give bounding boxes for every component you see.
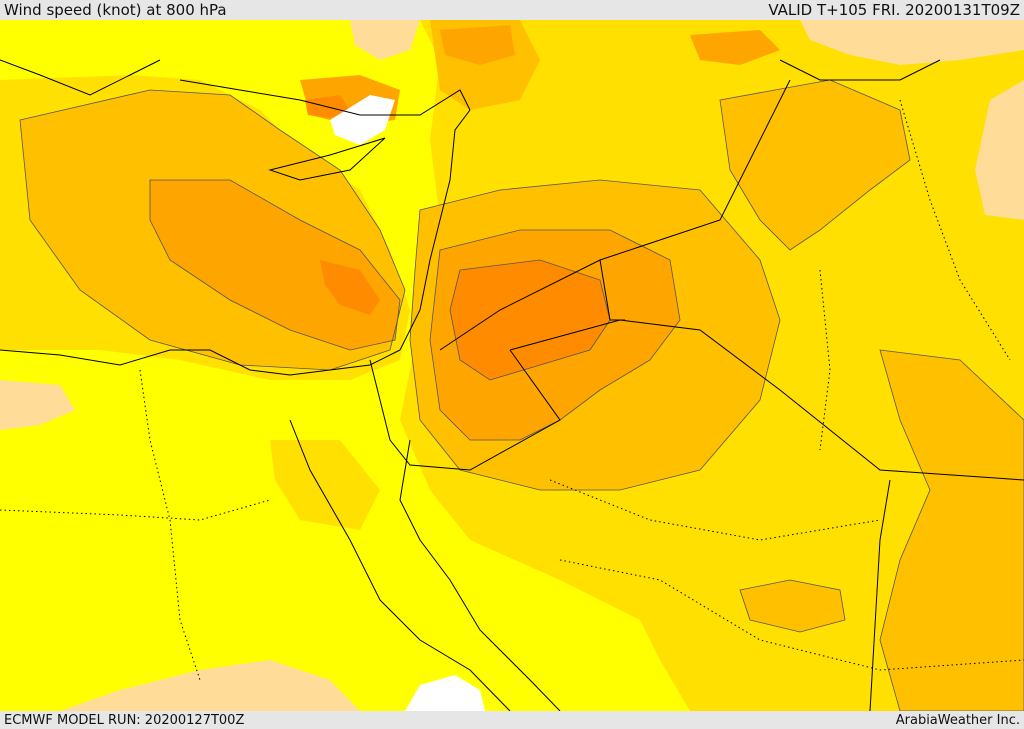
band-stronger-iraq xyxy=(690,30,780,65)
model-run: ECMWF MODEL RUN: 20200127T00Z xyxy=(4,712,245,728)
coastline-red-sea-west xyxy=(289,419,511,711)
dotted-border xyxy=(139,369,201,681)
band-strong-iraq xyxy=(720,80,910,250)
band-stronger-north xyxy=(440,25,515,65)
band-stronger-cyprus xyxy=(150,180,400,350)
wind-speed-map xyxy=(0,20,1024,711)
dotted-border xyxy=(819,269,831,451)
contour-line xyxy=(149,179,401,351)
coastline-mediterranean-south xyxy=(0,349,401,376)
border-line xyxy=(869,479,891,711)
contour-line xyxy=(879,349,1024,711)
band-weak-libya xyxy=(0,380,75,430)
border-line xyxy=(369,349,561,471)
border-line xyxy=(599,259,625,321)
border-line xyxy=(509,319,1024,481)
contour-line xyxy=(719,79,911,251)
band-max-cyprus-core xyxy=(320,260,380,315)
coastline-turkey xyxy=(179,79,471,116)
band-strong-east-arabia xyxy=(880,350,1024,711)
contour-line xyxy=(409,179,781,491)
footer-bar: ECMWF MODEL RUN: 20200127T00Z ArabiaWeat… xyxy=(0,711,1024,729)
valid-time: VALID T+105 FRI. 20200131T09Z xyxy=(768,1,1020,19)
contour-line xyxy=(429,229,681,441)
contour-line xyxy=(449,259,611,381)
band-weak-turkey xyxy=(330,95,395,145)
contour-line xyxy=(739,579,846,633)
coastline-red-sea-east xyxy=(399,439,561,711)
band-weak-egypt xyxy=(60,660,360,711)
band-max-jordan-core xyxy=(450,260,610,380)
header-bar: Wind speed (knot) at 800 hPa VALID T+105… xyxy=(0,0,1024,20)
dotted-border xyxy=(559,559,1024,671)
coastline-cyprus xyxy=(268,137,386,181)
band-moderate-south xyxy=(270,440,380,530)
band-weak-anatolia xyxy=(350,20,420,60)
credit: ArabiaWeather Inc. xyxy=(895,712,1020,728)
band-weak-sudan xyxy=(405,675,485,711)
band-strong-arabia xyxy=(740,580,845,632)
map-panel[interactable] xyxy=(0,20,1024,711)
coastline-levant xyxy=(399,109,471,351)
dotted-border xyxy=(549,479,881,541)
coastline-aegean xyxy=(0,59,161,96)
map-title: Wind speed (knot) at 800 hPa xyxy=(4,1,227,19)
border-line xyxy=(779,59,941,81)
band-weak-northeast xyxy=(800,20,1024,65)
band-weak-east xyxy=(975,80,1024,220)
